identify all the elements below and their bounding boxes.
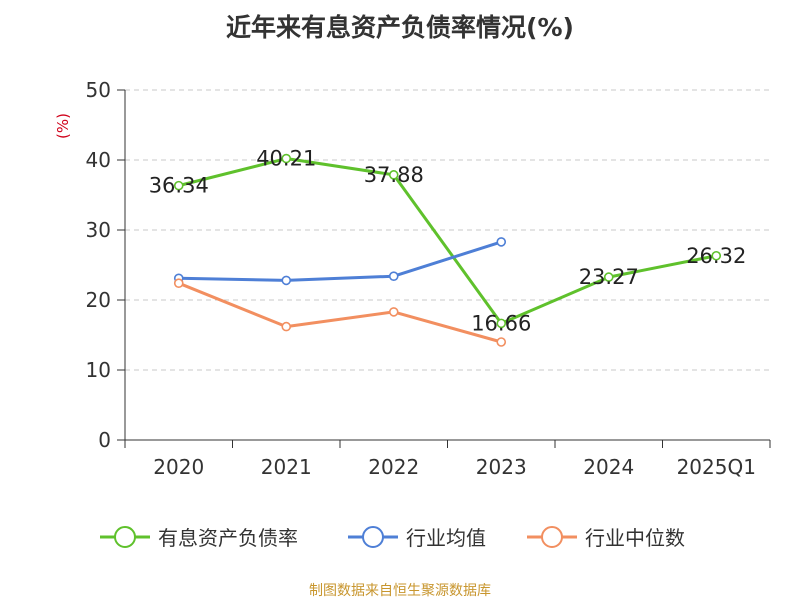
data-point — [711, 250, 722, 261]
y-tick-label: 20 — [86, 288, 111, 312]
x-tick-label: 2022 — [368, 455, 419, 479]
data-point — [388, 307, 399, 317]
x-tick-label: 2021 — [261, 455, 312, 479]
data-label: 36.34 — [149, 174, 209, 198]
series-line-2 — [178, 281, 502, 344]
chart-title: 近年来有息资产负债率情况(%) — [226, 13, 574, 42]
y-tick-label: 30 — [86, 218, 111, 242]
data-point — [281, 153, 292, 164]
axes: 0 10 20 30 40 50 2020 2021 2022 2023 2024 2025Q1 — [86, 78, 771, 479]
y-tick-label: 0 — [98, 428, 111, 452]
legend-marker — [541, 526, 563, 548]
data-point — [388, 170, 399, 180]
data-point — [496, 237, 507, 247]
data-label: 16.66 — [471, 311, 531, 335]
data-point — [173, 278, 184, 289]
legend-marker — [114, 526, 136, 548]
legend-label: 有息资产负债率 — [158, 526, 298, 550]
series — [173, 153, 722, 347]
data-labels: 36.34 40.21 37.88 16.66 23.27 26.32 — [149, 147, 747, 336]
y-tick-label: 40 — [86, 148, 111, 172]
legend-marker — [362, 526, 384, 548]
data-label: 40.21 — [256, 147, 316, 171]
data-point — [281, 321, 292, 332]
series-line-0 — [178, 157, 717, 325]
data-point — [388, 271, 399, 282]
data-point — [173, 180, 184, 191]
series-line-1 — [178, 240, 502, 282]
x-tick-label: 2023 — [476, 455, 527, 479]
legend-label: 行业中位数 — [585, 526, 685, 550]
data-point — [496, 337, 507, 347]
data-point — [603, 272, 614, 282]
y-tick-label: 50 — [86, 78, 111, 102]
data-label: 26.32 — [686, 244, 746, 268]
x-tick-label: 2020 — [153, 455, 204, 479]
data-label: 37.88 — [364, 163, 424, 187]
y-axis-label: (%) — [54, 113, 72, 139]
x-tick-label: 2025Q1 — [677, 455, 756, 479]
x-tick-label: 2024 — [583, 455, 634, 479]
data-point — [496, 318, 507, 329]
y-tick-label: 10 — [86, 358, 111, 382]
source-footer: 制图数据来自恒生聚源数据库 — [309, 583, 491, 599]
legend: 有息资产负债率 行业均值 行业中位数 — [100, 526, 685, 550]
data-label: 23.27 — [579, 265, 639, 289]
legend-label: 行业均值 — [406, 526, 486, 550]
data-point — [281, 275, 292, 286]
